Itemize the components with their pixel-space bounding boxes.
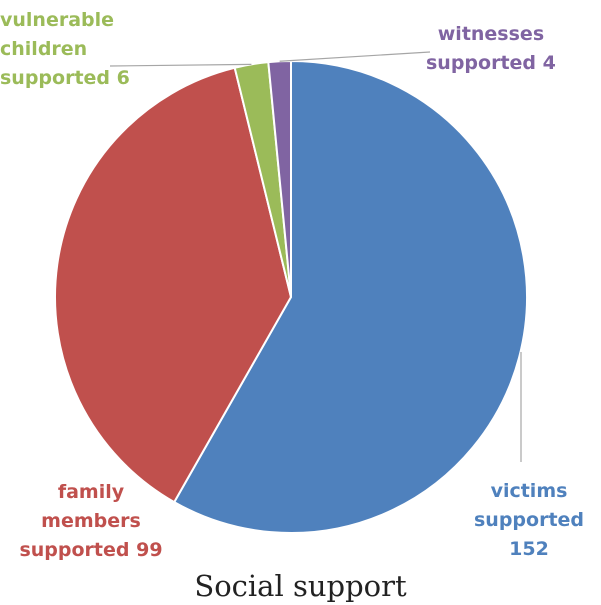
pie-slice-family (54, 66, 293, 504)
label-line: witnesses (437, 23, 545, 45)
pie-slices (54, 59, 528, 534)
label-line: supported 99 (19, 539, 163, 561)
label-line: supported 6 (0, 67, 130, 89)
label-line: supported 4 (426, 52, 556, 74)
data-label-family-members: family members supported 99 (6, 478, 176, 565)
label-line: family (57, 481, 125, 503)
chart-title: Social support (194, 569, 407, 603)
label-line: 152 (509, 538, 549, 560)
leader-line-vulnerable (109, 63, 252, 67)
leader-line-witnesses (279, 51, 431, 62)
label-line: children (0, 38, 88, 60)
label-line: members (41, 510, 141, 532)
leader-lines (109, 51, 522, 462)
data-label-vulnerable-children: vulnerable children supported 6 (0, 6, 130, 93)
data-label-victims: victims supported 152 (458, 477, 600, 564)
pie-slice-victims (172, 59, 528, 534)
label-line: vulnerable (0, 9, 115, 31)
label-line: supported (473, 509, 585, 531)
label-line: victims (490, 480, 568, 502)
data-label-witnesses: witnesses supported 4 (426, 20, 556, 78)
